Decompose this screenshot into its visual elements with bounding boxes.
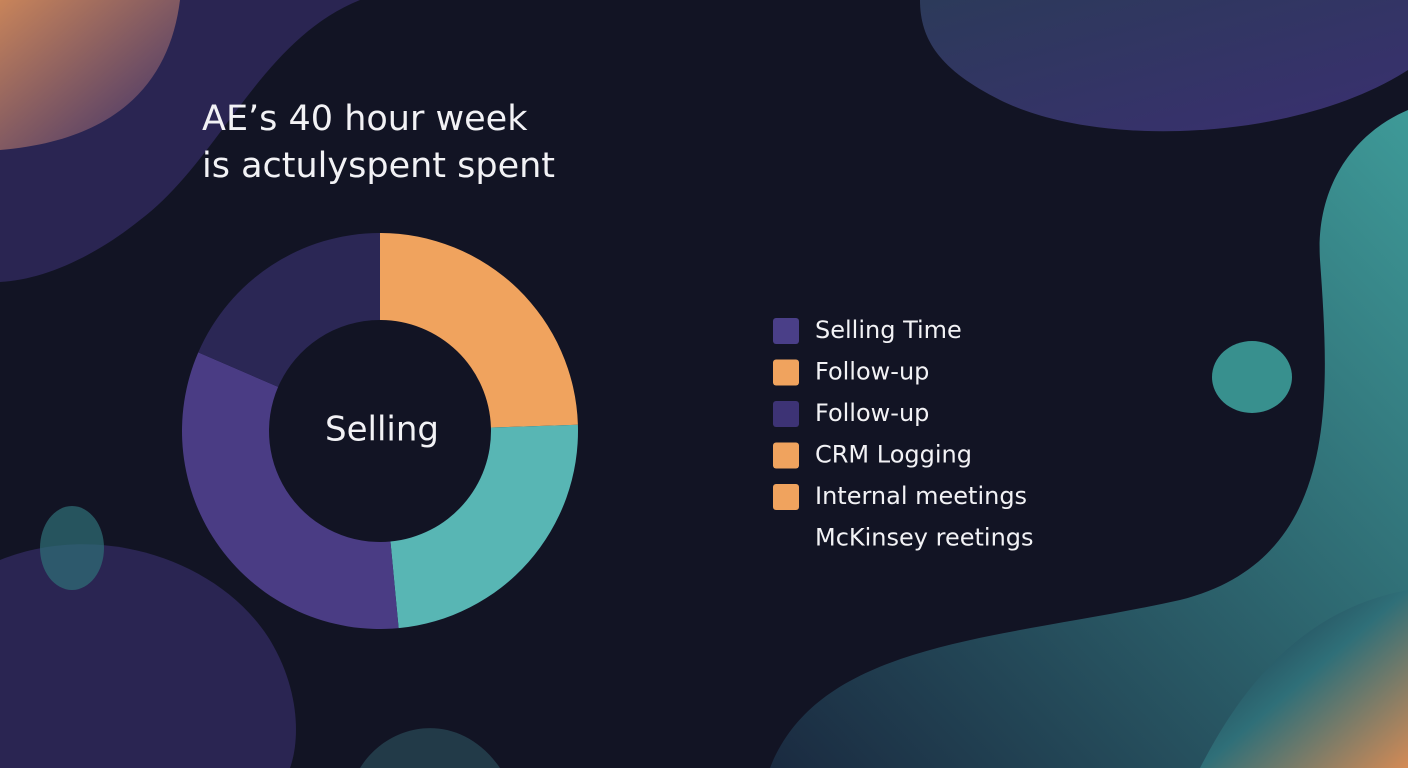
- legend-label: Selling Time: [815, 316, 962, 344]
- legend-label: Follow-up: [815, 399, 929, 427]
- legend: Selling Time Follow-up Follow-up CRM Loggin…: [773, 316, 1034, 552]
- legend-swatch: [773, 401, 799, 427]
- legend-swatch: [773, 318, 799, 344]
- legend-swatch: [773, 442, 799, 469]
- title-line: AE’s 40 hour week: [202, 99, 528, 139]
- title-line: is actulyspent spent: [202, 146, 555, 186]
- donut: [181, 233, 578, 629]
- donut-slice: [181, 352, 399, 629]
- legend-label: McKinsey reetings: [815, 524, 1034, 552]
- legend-label: CRM Logging: [815, 441, 972, 469]
- center-label: Selling: [325, 410, 439, 450]
- donut-slice: [198, 233, 380, 387]
- donut-slice: [390, 424, 578, 629]
- donut-slice: [380, 233, 578, 428]
- legend-swatch: [773, 359, 799, 386]
- legend-swatch: [773, 484, 799, 510]
- legend-label: Internal meetings: [815, 482, 1027, 510]
- legend-label: Follow-up: [815, 358, 929, 386]
